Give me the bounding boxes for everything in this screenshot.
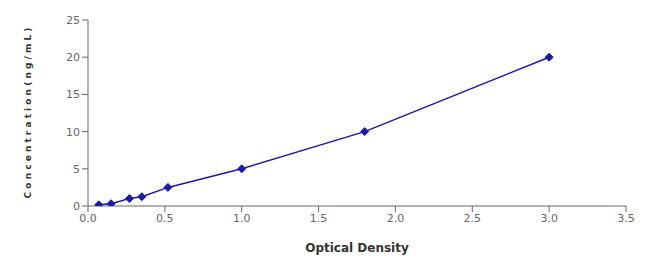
- svg-text:0.5: 0.5: [156, 212, 174, 225]
- svg-text:20: 20: [66, 51, 80, 64]
- svg-text:25: 25: [66, 14, 80, 27]
- svg-text:1.0: 1.0: [233, 212, 251, 225]
- svg-text:1.5: 1.5: [310, 212, 328, 225]
- svg-text:2.0: 2.0: [387, 212, 405, 225]
- svg-text:3.5: 3.5: [617, 212, 635, 225]
- svg-text:Optical Density: Optical Density: [305, 241, 409, 255]
- svg-text:0: 0: [73, 200, 80, 213]
- svg-text:3.0: 3.0: [540, 212, 558, 225]
- svg-text:15: 15: [66, 88, 80, 101]
- svg-text:C o n c e n t r a t i o n ( n: C o n c e n t r a t i o n ( n g / m L ): [23, 28, 33, 199]
- svg-text:2.5: 2.5: [464, 212, 482, 225]
- svg-text:5: 5: [73, 163, 80, 176]
- svg-text:10: 10: [66, 126, 80, 139]
- svg-text:0.0: 0.0: [79, 212, 97, 225]
